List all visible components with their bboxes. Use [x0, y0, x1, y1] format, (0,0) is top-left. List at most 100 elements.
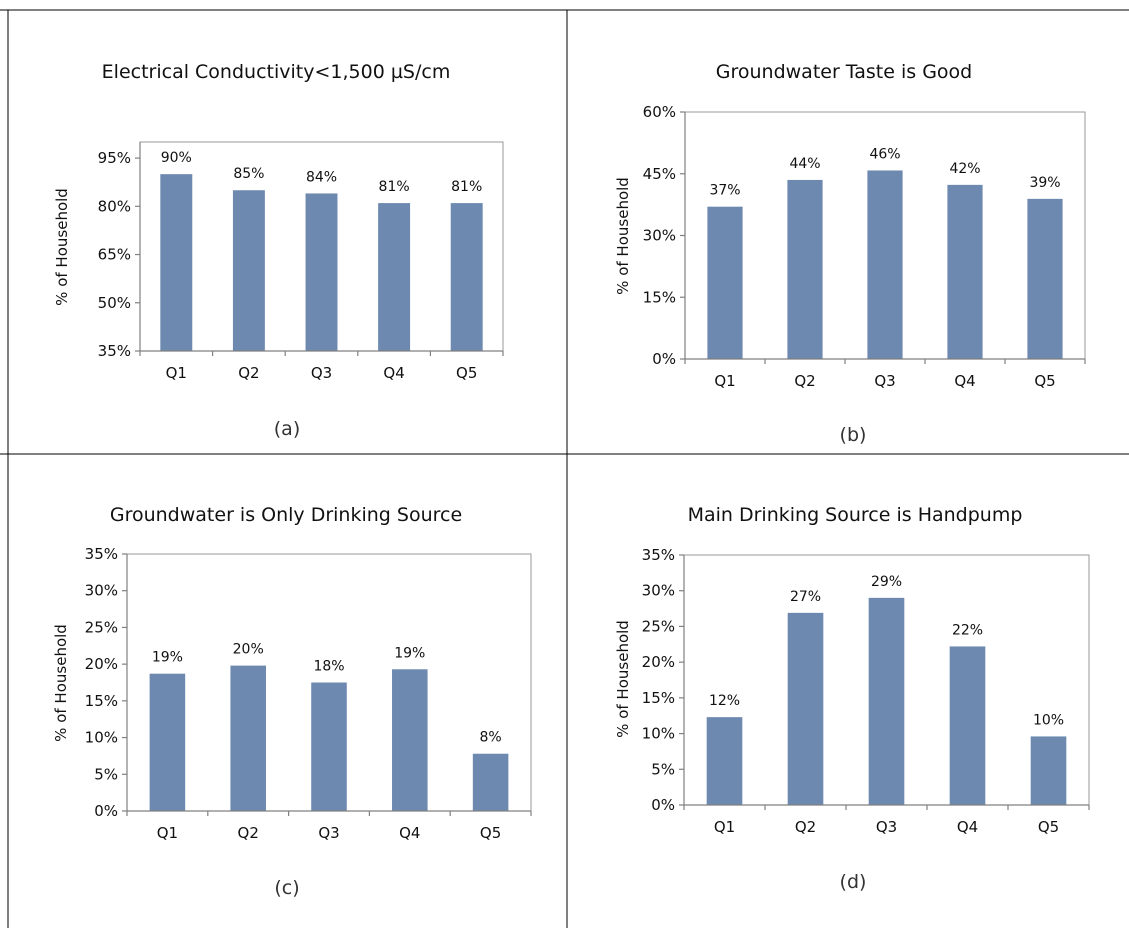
- data-label: 81%: [451, 179, 482, 195]
- bar-q2: [232, 190, 265, 351]
- y-tick-label: 25%: [642, 617, 675, 635]
- bar-q1: [706, 717, 743, 805]
- y-tick-label: 35%: [85, 545, 118, 563]
- data-label: 19%: [152, 650, 183, 666]
- y-tick-label: 15%: [643, 288, 676, 306]
- chart-title: Groundwater is Only Drinking Source: [110, 504, 462, 526]
- bar-q4: [947, 184, 983, 359]
- chart-panel-a: Electrical Conductivity<1,500 µS/cm % of…: [53, 61, 504, 440]
- data-label: 84%: [306, 169, 337, 185]
- x-tick-label: Q5: [1038, 818, 1059, 836]
- y-tick-label: 0%: [651, 796, 675, 814]
- y-tick-label: 45%: [643, 165, 676, 183]
- bar-q2: [230, 665, 266, 811]
- chart-title: Electrical Conductivity<1,500 µS/cm: [102, 61, 451, 83]
- data-label: 85%: [233, 166, 264, 182]
- panel-caption: (a): [274, 418, 300, 440]
- chart-title: Groundwater Taste is Good: [716, 61, 973, 83]
- y-tick-label: 20%: [642, 653, 675, 671]
- chart-panel-d: Main Drinking Source is Handpump % of Ho…: [614, 504, 1090, 893]
- y-tick-label: 50%: [98, 294, 131, 312]
- x-tick-label: Q3: [874, 372, 895, 390]
- x-tick-label: Q1: [714, 372, 735, 390]
- data-label: 10%: [1033, 712, 1064, 728]
- x-tick-label: Q5: [1034, 372, 1055, 390]
- y-tick-label: 5%: [94, 765, 118, 783]
- data-label: 90%: [161, 150, 192, 166]
- chart-panel-c: Groundwater is Only Drinking Source % of…: [52, 504, 532, 899]
- y-tick-label: 35%: [642, 546, 675, 564]
- y-tick-label: 60%: [643, 103, 676, 121]
- data-label: 18%: [313, 659, 344, 675]
- data-label: 42%: [949, 161, 980, 177]
- plot-area: 12% 27% 29% 22% 10% 0% 5% 10% 15% 20% 25% 30% 35% Q1 Q…: [642, 546, 1090, 836]
- x-tick-label: Q5: [480, 824, 501, 842]
- x-tick-label: Q2: [238, 824, 259, 842]
- y-tick-label: 15%: [85, 692, 118, 710]
- data-label: 20%: [233, 642, 264, 658]
- y-tick-label: 65%: [98, 246, 131, 264]
- y-tick-label: 30%: [642, 582, 675, 600]
- data-label: 19%: [394, 645, 425, 661]
- y-tick-label: 30%: [643, 227, 676, 245]
- data-label: 39%: [1029, 175, 1060, 191]
- data-label: 44%: [789, 156, 820, 172]
- bar-q3: [305, 193, 338, 351]
- data-label: 81%: [379, 179, 410, 195]
- y-tick-label: 5%: [651, 760, 675, 778]
- x-tick-label: Q4: [957, 818, 978, 836]
- chart-panel-b: Groundwater Taste is Good % of Household…: [614, 61, 1086, 446]
- x-tick-label: Q2: [238, 364, 259, 382]
- y-tick-label: 30%: [85, 582, 118, 600]
- panel-caption: (b): [840, 424, 867, 446]
- x-tick-label: Q4: [954, 372, 975, 390]
- y-tick-label: 0%: [94, 802, 118, 820]
- y-axis-label: % of Household: [52, 624, 70, 742]
- y-tick-label: 25%: [85, 618, 118, 636]
- bar-q4: [392, 669, 428, 811]
- panel-caption: (d): [840, 871, 867, 893]
- data-label: 37%: [709, 183, 740, 199]
- plot-area: 90% 85% 84% 81% 81% 35% 50% 65% 80% 95% Q1 Q2 Q3 Q4 Q5: [98, 141, 504, 382]
- x-tick-label: Q1: [157, 824, 178, 842]
- x-tick-label: Q1: [714, 818, 735, 836]
- y-tick-label: 35%: [98, 342, 131, 360]
- bar-q1: [707, 206, 743, 359]
- chart-title: Main Drinking Source is Handpump: [688, 504, 1023, 526]
- data-label: 29%: [871, 574, 902, 590]
- y-tick-label: 95%: [98, 149, 131, 167]
- y-tick-label: 10%: [642, 725, 675, 743]
- bar-q1: [149, 673, 186, 811]
- bar-q4: [949, 646, 986, 805]
- x-tick-label: Q1: [166, 364, 187, 382]
- data-label: 46%: [869, 146, 900, 162]
- bar-q3: [868, 597, 905, 805]
- y-tick-label: 10%: [85, 729, 118, 747]
- y-tick-label: 0%: [652, 350, 676, 368]
- bar-q5: [1030, 736, 1067, 805]
- bar-q2: [787, 179, 823, 359]
- data-label: 27%: [790, 589, 821, 605]
- plot-area: 37% 44% 46% 42% 39% 0% 15% 30% 45% 60% Q1 Q2 Q3 Q4 Q5: [643, 103, 1086, 390]
- y-axis-label: % of Household: [614, 177, 632, 295]
- x-tick-label: Q2: [795, 818, 816, 836]
- bar-q4: [378, 203, 411, 351]
- y-tick-label: 80%: [98, 197, 131, 215]
- x-tick-label: Q3: [318, 824, 339, 842]
- x-tick-label: Q3: [311, 364, 332, 382]
- bar-q3: [311, 682, 347, 811]
- y-tick-label: 15%: [642, 689, 675, 707]
- x-tick-label: Q4: [399, 824, 420, 842]
- bar-q5: [472, 753, 509, 811]
- bar-q2: [787, 612, 824, 805]
- x-tick-label: Q2: [794, 372, 815, 390]
- data-label: 8%: [479, 730, 501, 746]
- y-axis-label: % of Household: [614, 620, 632, 738]
- x-tick-label: Q3: [876, 818, 897, 836]
- bar-q3: [867, 170, 903, 359]
- data-label: 22%: [952, 622, 983, 638]
- bar-q5: [1027, 198, 1063, 359]
- x-tick-label: Q5: [456, 364, 477, 382]
- data-label: 12%: [709, 693, 740, 709]
